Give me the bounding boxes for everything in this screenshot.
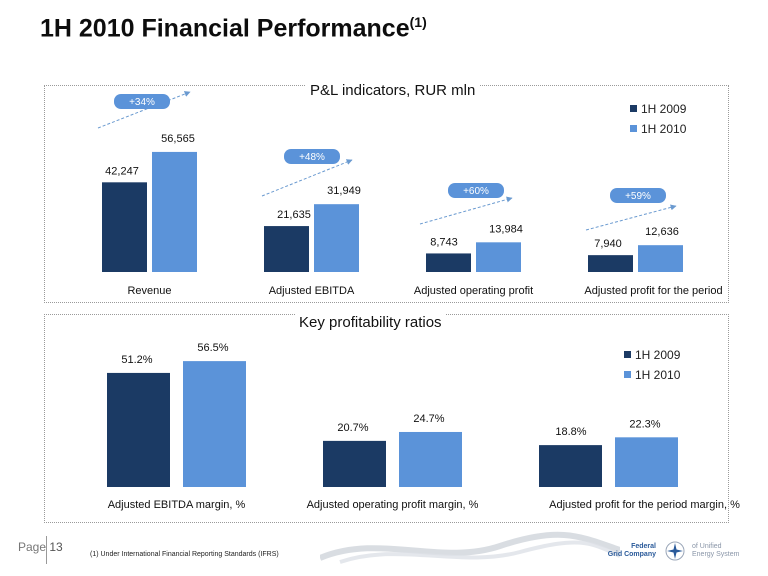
data-label-1h2009: 42,247 (105, 165, 139, 177)
growth-badge (114, 94, 170, 109)
category-label: Adjusted operating profit margin, % (307, 499, 479, 511)
pl-legend-item-2009: 1H 2009 (630, 99, 686, 119)
pl-legend-item-2010: 1H 2010 (630, 119, 686, 139)
growth-arrow (585, 204, 677, 231)
legend-swatch-2010 (630, 125, 637, 132)
growth-badge (284, 149, 340, 164)
data-label-1h2010: 22.3% (629, 418, 660, 430)
legend-label: 1H 2010 (641, 122, 687, 136)
title-footnote-marker: (1) (409, 14, 427, 30)
bar-1h2009-1 (102, 182, 147, 272)
bar-1h2009-3 (426, 253, 471, 272)
legend-label: 1H 2010 (635, 368, 681, 382)
page-number: Page 13 (18, 540, 63, 554)
ratios-chart-title: Key profitability ratios (295, 314, 446, 331)
pl-chart-title: P&L indicators, RUR mln (306, 82, 480, 99)
bar-1h2010-3 (615, 437, 678, 487)
bar-1h2009-3 (539, 445, 602, 487)
data-label-1h2010: 56,565 (161, 133, 195, 145)
growth-label: +48% (299, 152, 325, 163)
growth-label: +59% (625, 191, 651, 202)
data-label-1h2010: 13,984 (489, 223, 523, 235)
growth-badge (448, 183, 504, 198)
growth-badge (610, 188, 666, 203)
data-label-1h2010: 12,636 (645, 226, 679, 238)
data-label-1h2009: 21,635 (277, 209, 311, 221)
decorative-wave-graphic (320, 531, 620, 564)
category-label: Adjusted profit for the period margin, % (549, 499, 740, 511)
category-label: Adjusted EBITDA (269, 285, 355, 297)
bar-1h2010-2 (314, 204, 359, 272)
data-label-1h2009: 8,743 (430, 236, 458, 248)
ratios-legend-item-2009: 1H 2009 (624, 345, 680, 365)
pl-legend: 1H 2009 1H 2010 (630, 99, 686, 139)
data-label-1h2010: 24.7% (413, 413, 444, 425)
growth-arrow (261, 159, 353, 197)
data-label-1h2009: 18.8% (555, 426, 586, 438)
data-label-1h2010: 31,949 (327, 185, 361, 197)
legend-label: 1H 2009 (635, 348, 681, 362)
growth-label: +60% (463, 186, 489, 197)
bar-1h2010-1 (183, 361, 246, 487)
category-label: Adjusted EBITDA margin, % (108, 499, 246, 511)
category-label: Revenue (127, 285, 171, 297)
data-label-1h2009: 51.2% (121, 354, 152, 366)
legend-swatch-2010 (624, 371, 631, 378)
logo-company-name: Federal Grid Company (607, 543, 656, 558)
category-label: Adjusted operating profit (414, 285, 533, 297)
logo-tagline: of Unified Energy System (692, 543, 740, 558)
data-label-1h2009: 7,940 (594, 238, 622, 250)
bar-1h2009-2 (264, 226, 309, 272)
ratios-legend: 1H 2009 1H 2010 (624, 345, 680, 385)
bar-1h2009-1 (107, 372, 170, 487)
ifrs-footnote: (1) Under International Financial Report… (90, 551, 279, 558)
legend-swatch-2009 (630, 105, 637, 112)
growth-label: +34% (129, 97, 155, 108)
bar-1h2009-2 (323, 440, 386, 487)
data-label-1h2009: 20.7% (337, 422, 368, 434)
page-title: 1H 2010 Financial Performance(1) (40, 14, 427, 43)
data-label-1h2010: 56.5% (197, 342, 228, 354)
bar-1h2010-2 (399, 431, 462, 487)
growth-arrow (419, 196, 513, 225)
category-label: Adjusted profit for the period (584, 285, 722, 297)
bar-1h2010-3 (476, 242, 521, 272)
legend-swatch-2009 (624, 351, 631, 358)
bar-1h2010-1 (152, 151, 197, 272)
star-emblem-icon (665, 541, 685, 561)
legend-label: 1H 2009 (641, 102, 687, 116)
ratios-legend-item-2010: 1H 2010 (624, 365, 680, 385)
bar-1h2009-4 (588, 255, 633, 272)
growth-arrow (97, 91, 191, 129)
bar-1h2010-4 (638, 245, 683, 272)
footer-divider (46, 536, 47, 564)
